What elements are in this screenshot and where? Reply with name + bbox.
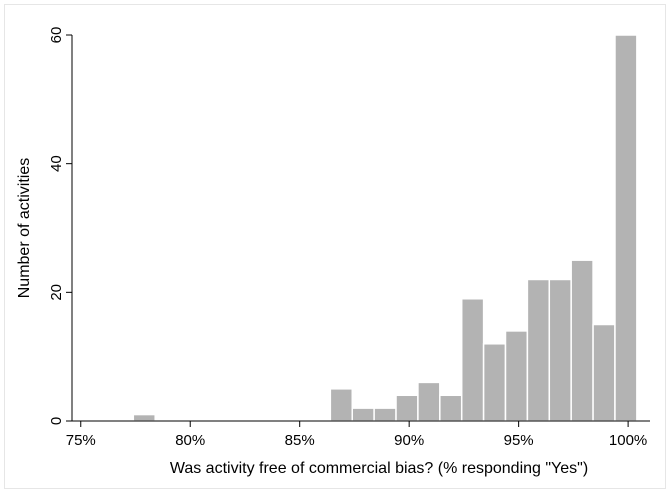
- histogram-bar-3: [373, 407, 397, 422]
- x-tick-label-1: 80%: [175, 432, 205, 449]
- histogram-bar-9: [504, 330, 529, 422]
- y-tick-label-2: 40: [48, 155, 65, 172]
- x-tick-label-0: 75%: [66, 432, 96, 449]
- x-tick-label-2: 85%: [285, 432, 315, 449]
- histogram-bar-7: [460, 298, 485, 422]
- histogram-bar-14: [614, 34, 638, 422]
- histogram-bar-5: [417, 381, 441, 422]
- x-axis-ticks: 75% 80% 85% 90% 95% 100%: [66, 421, 647, 449]
- y-axis-label: Number of activities: [16, 158, 33, 299]
- y-tick-label-1: 20: [48, 284, 65, 301]
- x-tick-label-3: 90%: [394, 432, 424, 449]
- histogram-bar-12: [570, 259, 594, 422]
- x-axis-label: Was activity free of commercial bias? (%…: [170, 460, 588, 477]
- histogram-bar-8: [482, 343, 507, 422]
- x-tick-label-4: 95%: [504, 432, 534, 449]
- y-tick-label-3: 60: [48, 27, 65, 44]
- histogram-bar-6: [439, 394, 463, 422]
- x-tick-label-5: 100%: [609, 432, 647, 449]
- bars-group: [132, 34, 638, 422]
- histogram-bar-0: [132, 413, 156, 422]
- chart-frame: [4, 4, 666, 489]
- histogram-bar-10: [526, 278, 551, 422]
- histogram-bar-4: [395, 394, 419, 422]
- y-axis-ticks: 0 20 40 60: [48, 27, 72, 425]
- histogram-bar-2: [351, 407, 375, 422]
- histogram-bar-13: [592, 323, 616, 422]
- histogram-bar-1: [329, 388, 353, 422]
- y-tick-label-0: 0: [48, 417, 65, 425]
- histogram-bar-11: [548, 278, 572, 422]
